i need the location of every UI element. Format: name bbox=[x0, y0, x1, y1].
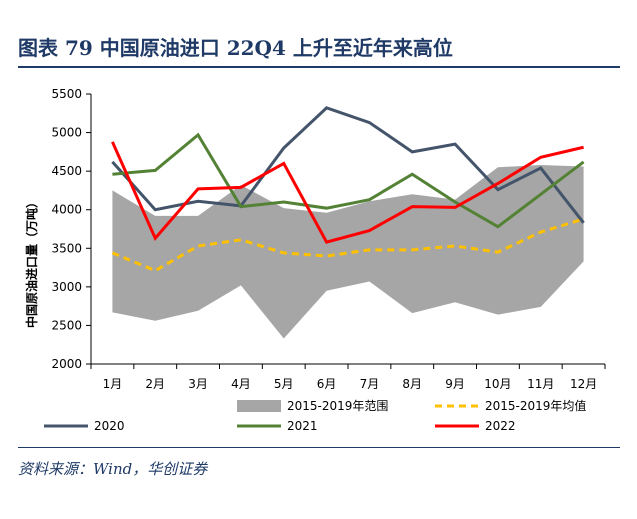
legend-item-2020: 2020 bbox=[44, 419, 125, 433]
x-tick-label: 12月 bbox=[570, 377, 597, 391]
line-2022 bbox=[111, 141, 584, 244]
title-rule bbox=[18, 66, 620, 68]
line-2020 bbox=[111, 106, 585, 224]
line-2021 bbox=[112, 132, 585, 229]
y-tick-label: 5000 bbox=[51, 126, 82, 140]
legend-item-2021: 2021 bbox=[237, 419, 318, 433]
y-tick-label: 4500 bbox=[51, 164, 82, 178]
y-axis-label: 中国原油进口量（万吨） bbox=[24, 196, 39, 328]
x-tick-label: 5月 bbox=[274, 377, 294, 391]
y-tick-label: 3000 bbox=[51, 280, 82, 294]
y-tick-label: 4000 bbox=[51, 203, 82, 217]
legend: 2015-2019年范围 2015-2019年均值 2020 2021 2022 bbox=[44, 398, 586, 433]
legend-label: 2015-2019年范围 bbox=[287, 399, 388, 413]
x-tick-label: 6月 bbox=[317, 377, 337, 391]
x-tick-label: 3月 bbox=[188, 377, 208, 391]
y-tick-label: 2500 bbox=[51, 318, 82, 332]
figure-title: 图表 79 中国原油进口 22Q4 上升至近年来高位 bbox=[18, 36, 453, 60]
y-tick-label: 3500 bbox=[51, 241, 82, 255]
source-note: 资料来源：Wind，华创证券 bbox=[18, 460, 208, 478]
x-tick-label: 7月 bbox=[360, 377, 380, 391]
legend-label: 2015-2019年均值 bbox=[485, 398, 586, 413]
legend-item-avg: 2015-2019年均值 bbox=[435, 398, 586, 413]
figure-title-bar: 图表 79 中国原油进口 22Q4 上升至近年来高位 bbox=[18, 28, 620, 68]
x-tick-label: 11月 bbox=[527, 377, 554, 391]
y-tick-label: 5500 bbox=[51, 87, 82, 101]
legend-swatch-band bbox=[237, 400, 281, 412]
range-band bbox=[112, 164, 584, 339]
x-tick-label: 2月 bbox=[145, 377, 165, 391]
legend-item-band: 2015-2019年范围 bbox=[237, 399, 388, 413]
legend-label: 2021 bbox=[287, 419, 318, 433]
footer-rule bbox=[18, 447, 620, 448]
x-tick-label: 4月 bbox=[231, 377, 251, 391]
y-tick-label: 2000 bbox=[51, 357, 82, 371]
x-tick-label: 1月 bbox=[103, 377, 123, 391]
legend-item-2022: 2022 bbox=[435, 419, 516, 433]
avg-line bbox=[111, 217, 585, 273]
chart: 2000 2500 3000 3500 4000 4500 5000 5500 1月 2月 3月 4月… bbox=[24, 87, 606, 433]
plot-area: 2000 2500 3000 3500 4000 4500 5000 5500 1月 2月 3月 4月… bbox=[51, 87, 606, 391]
x-tick-label: 8月 bbox=[402, 377, 422, 391]
x-tick-label: 9月 bbox=[445, 377, 465, 391]
x-tick-label: 10月 bbox=[484, 377, 511, 391]
legend-label: 2022 bbox=[485, 419, 516, 433]
legend-label: 2020 bbox=[94, 419, 125, 433]
